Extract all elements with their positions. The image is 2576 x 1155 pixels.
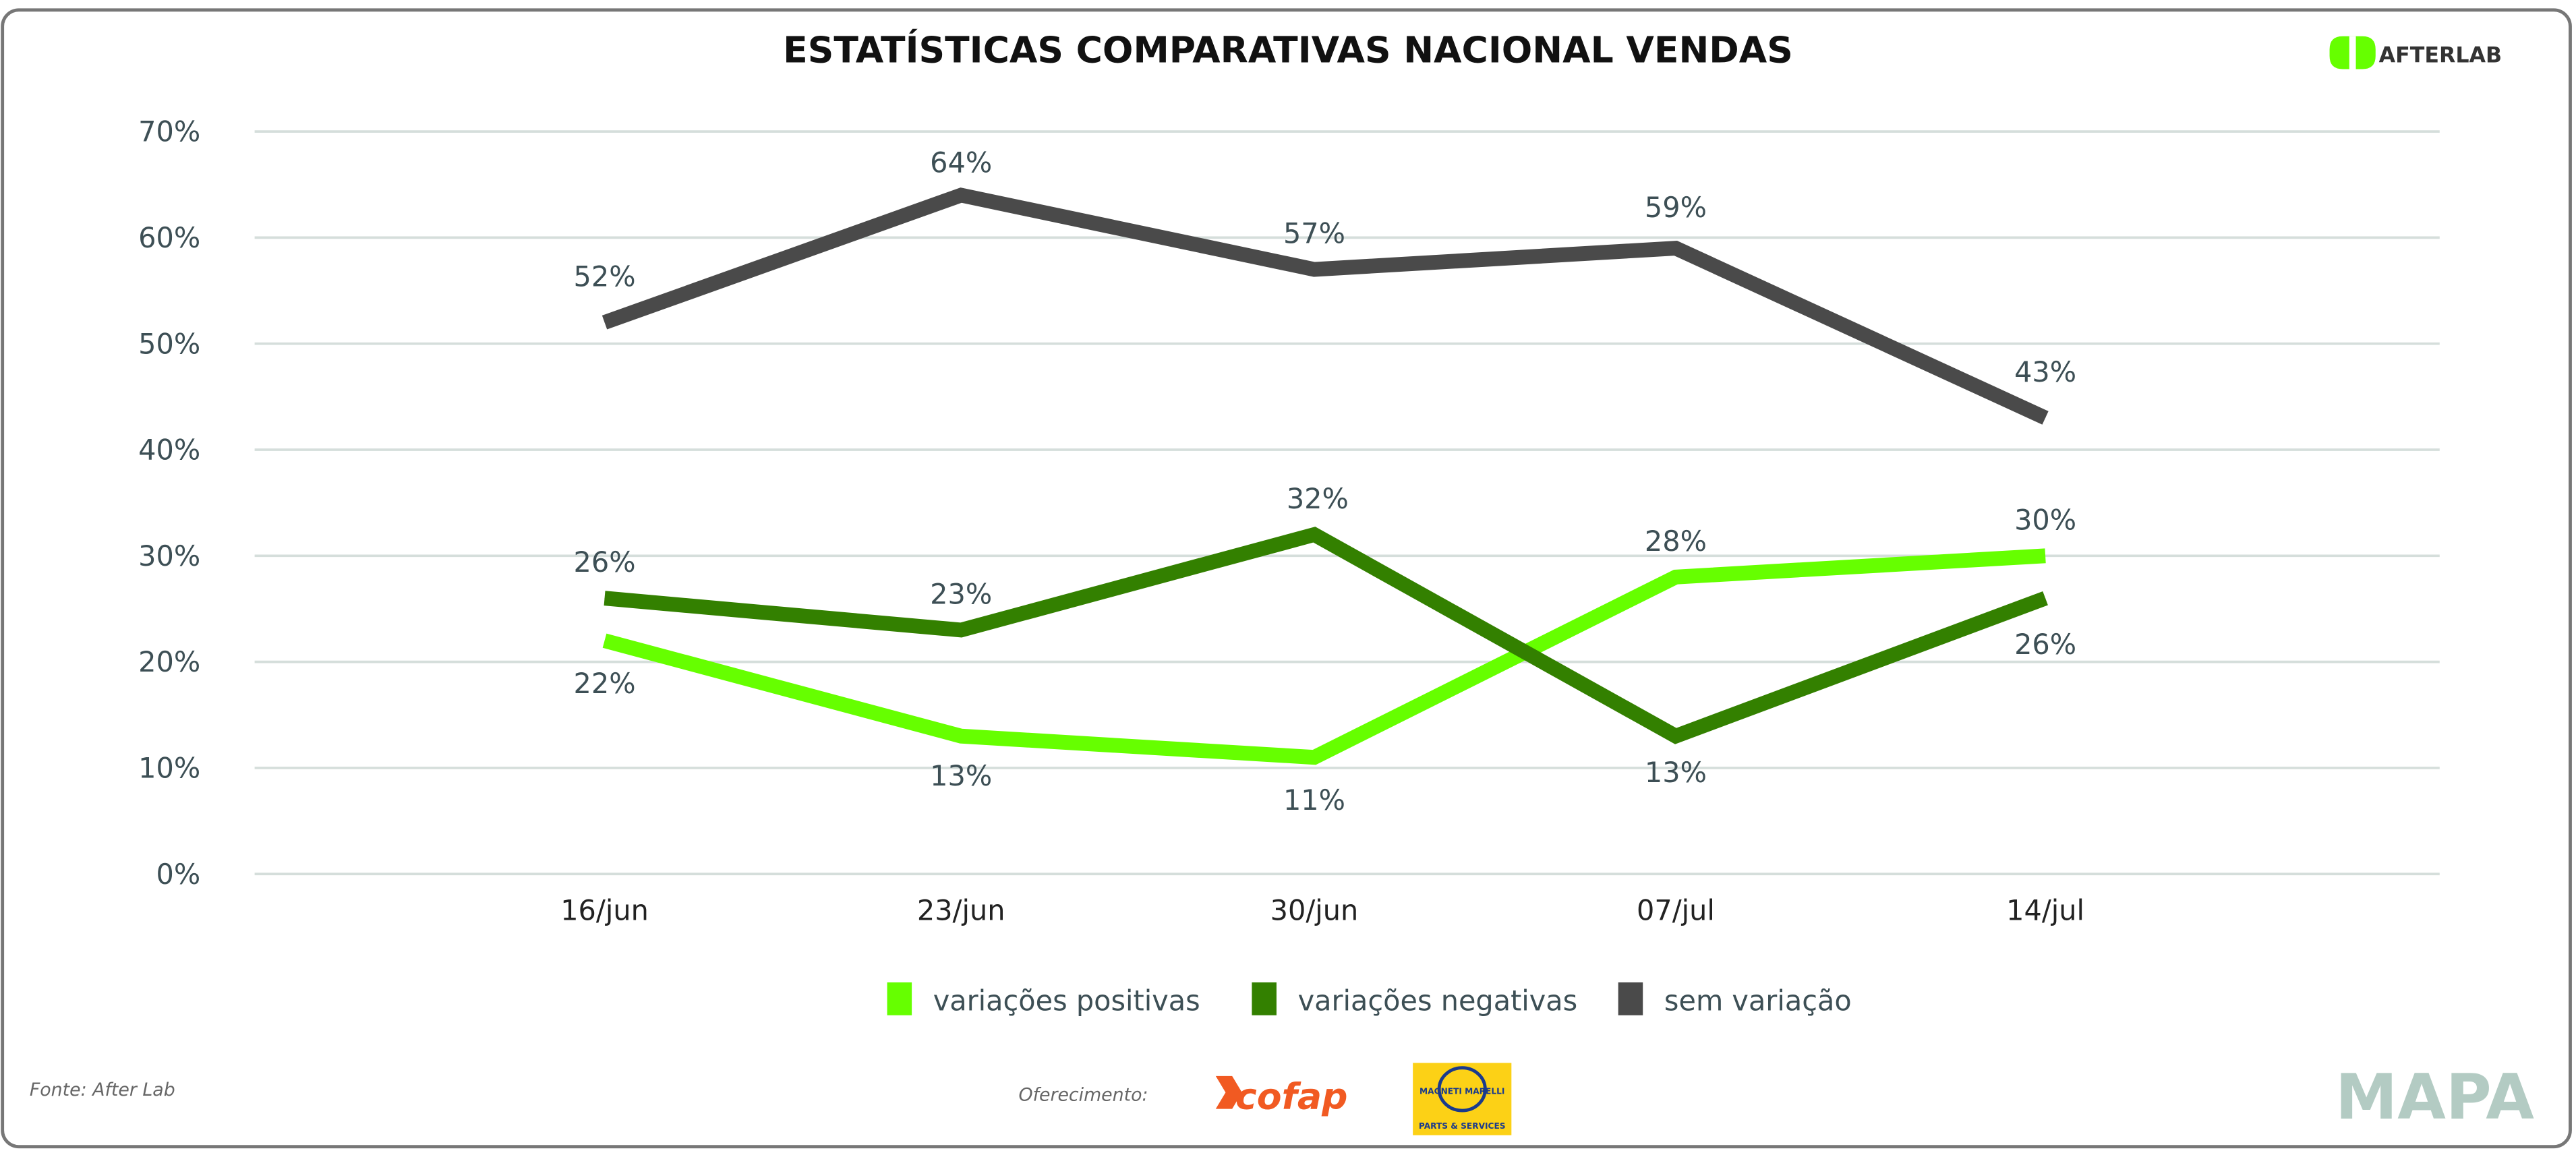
- legend-swatch: [1252, 982, 1277, 1015]
- legend-swatch: [1618, 982, 1643, 1015]
- legend-label: variações negativas: [1298, 984, 1578, 1017]
- y-tick-label: 20%: [138, 646, 200, 678]
- data-label: 13%: [1645, 757, 1707, 789]
- data-label: 26%: [2014, 628, 2076, 661]
- data-label: 26%: [574, 546, 636, 579]
- chart-title: ESTATÍSTICAS COMPARATIVAS NACIONAL VENDA…: [783, 29, 1793, 71]
- y-tick-label: 40%: [138, 434, 200, 467]
- source-note: Fonte: After Lab: [30, 1079, 175, 1100]
- svg-text:AFTERLAB: AFTERLAB: [2379, 44, 2502, 68]
- data-label: 28%: [1645, 525, 1707, 558]
- frame: [1, 8, 2572, 1149]
- svg-text:MAGNETI MARELLI: MAGNETI MARELLI: [1419, 1087, 1504, 1096]
- y-tick-label: 60%: [138, 222, 200, 254]
- x-tick-label: 23/jun: [917, 894, 1005, 926]
- svg-text:cofap: cofap: [1235, 1075, 1347, 1118]
- svg-text:PARTS & SERVICES: PARTS & SERVICES: [1419, 1121, 1506, 1131]
- x-tick-label: 16/jun: [560, 894, 649, 926]
- legend-label: sem variação: [1664, 984, 1852, 1017]
- data-label: 13%: [930, 760, 992, 792]
- y-tick-label: 70%: [138, 116, 200, 148]
- legend-swatch: [887, 982, 912, 1015]
- data-label: 52%: [574, 261, 636, 293]
- cofap-logo: cofap: [1215, 1075, 1347, 1118]
- y-tick-label: 50%: [138, 328, 200, 360]
- y-tick-label: 30%: [138, 540, 200, 572]
- magneti-marelli-logo: MAGNETI MARELLI PARTS & SERVICES: [1413, 1063, 1512, 1135]
- y-tick-label: 10%: [138, 752, 200, 785]
- data-label: 30%: [2014, 504, 2076, 536]
- data-label: 64%: [930, 146, 992, 179]
- data-label: 57%: [1283, 218, 1345, 250]
- x-tick-label: 30/jun: [1270, 894, 1359, 926]
- data-label: 43%: [2014, 356, 2076, 388]
- legend-label: variações positivas: [933, 984, 1200, 1017]
- x-tick-label: 07/jul: [1637, 894, 1715, 926]
- data-label: 59%: [1645, 191, 1707, 224]
- x-tick-label: 14/jul: [2006, 894, 2084, 926]
- y-tick-label: 0%: [156, 858, 201, 891]
- data-label: 32%: [1287, 483, 1349, 515]
- mapa-logo: MAPA: [2335, 1061, 2534, 1133]
- sponsor-label: Oferecimento:: [1018, 1084, 1148, 1105]
- data-label: 23%: [930, 578, 992, 610]
- afterlab-logo: AFTERLAB: [2329, 36, 2502, 69]
- legend: variações positivas variações negativas se…: [887, 982, 1852, 1017]
- data-label: 11%: [1283, 784, 1345, 817]
- data-label: 22%: [574, 668, 636, 700]
